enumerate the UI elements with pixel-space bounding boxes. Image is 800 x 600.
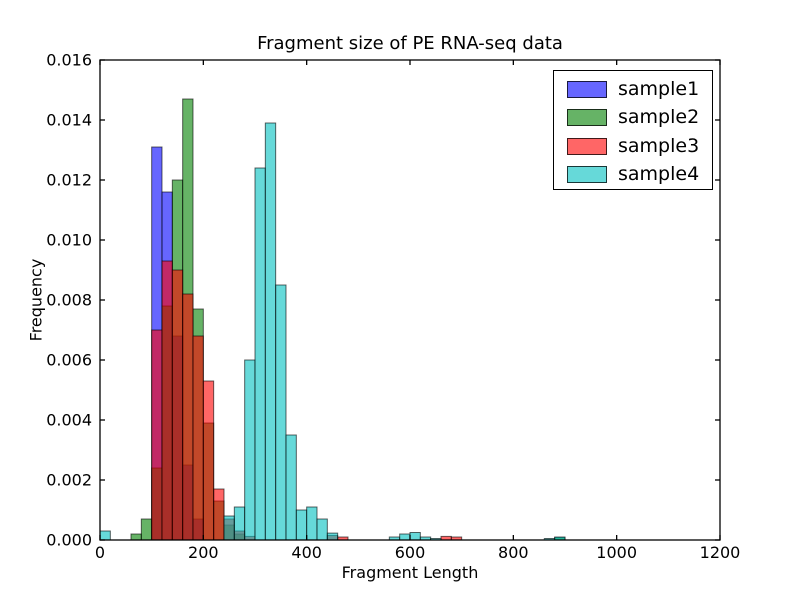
- histogram-bar: [213, 488, 225, 541]
- histogram-bar: [99, 530, 111, 541]
- legend-swatch-sample3: [567, 137, 607, 155]
- x-axis-label: Fragment Length: [341, 563, 479, 582]
- histogram-bar: [399, 533, 411, 541]
- chart-title: Fragment size of PE RNA-seq data: [257, 33, 563, 54]
- x-tick-label: 200: [188, 543, 219, 562]
- y-tick-label: 0.014: [46, 111, 92, 130]
- y-tick-label: 0.002: [46, 471, 92, 490]
- histogram-bar: [140, 518, 153, 541]
- legend-label-sample4: sample4: [618, 163, 700, 186]
- x-axis: 0 200 400 600 800 1000 1200: [95, 60, 740, 562]
- y-tick-label: 0.008: [46, 291, 92, 310]
- legend-label-sample1: sample1: [618, 77, 700, 100]
- histogram-bar: [306, 506, 318, 541]
- x-tick-label: 400: [291, 543, 322, 562]
- histogram-bar: [254, 167, 266, 541]
- legend-item-sample1: sample1: [554, 75, 712, 104]
- histogram-bar: [223, 515, 235, 541]
- legend: sample1 sample2 sample3 sample4: [553, 70, 713, 190]
- x-tick-label: 1000: [596, 543, 637, 562]
- y-tick-label: 0.010: [46, 231, 92, 250]
- legend-swatch-sample1: [567, 80, 607, 98]
- legend-label-sample3: sample3: [618, 134, 700, 157]
- y-tick-label: 0.004: [46, 411, 92, 430]
- histogram-bar: [182, 293, 194, 541]
- histogram-bar: [264, 122, 277, 541]
- histogram-bar: [326, 532, 339, 541]
- histogram-bar: [409, 532, 421, 541]
- histogram-bar: [233, 506, 246, 541]
- histogram-bar: [275, 284, 287, 541]
- y-axis-label: Frequency: [26, 258, 46, 342]
- histogram-bar: [295, 509, 308, 541]
- histogram-bar: [171, 269, 184, 541]
- histogram-bar: [130, 533, 142, 541]
- legend-swatch-sample2: [567, 109, 607, 127]
- legend-swatch-sample4: [567, 166, 607, 184]
- histogram-bar: [202, 380, 215, 541]
- y-tick-label: 0.000: [46, 531, 92, 550]
- legend-item-sample4: sample4: [554, 161, 712, 190]
- histogram-bar: [285, 434, 297, 541]
- y-tick-label: 0.012: [46, 171, 92, 190]
- x-tick-label: 600: [395, 543, 426, 562]
- legend-item-sample2: sample2: [554, 104, 712, 133]
- histogram-bar: [316, 518, 328, 541]
- histogram-bar: [151, 329, 163, 541]
- x-tick-label: 800: [498, 543, 529, 562]
- series-sample4: [99, 122, 566, 541]
- legend-label-sample2: sample2: [618, 106, 700, 129]
- histogram-bar: [244, 359, 256, 541]
- legend-item-sample3: sample3: [554, 132, 712, 161]
- histogram-bar: [192, 335, 204, 541]
- histogram-bar: [161, 260, 173, 541]
- y-tick-label: 0.016: [46, 51, 92, 70]
- y-axis: 0.000 0.002 0.004 0.006 0.008 0.010 0.012 0.014…: [46, 51, 720, 550]
- x-tick-label: 1200: [700, 543, 741, 562]
- series-sample3: [151, 260, 463, 541]
- x-tick-label: 0: [95, 543, 105, 562]
- y-tick-label: 0.006: [46, 351, 92, 370]
